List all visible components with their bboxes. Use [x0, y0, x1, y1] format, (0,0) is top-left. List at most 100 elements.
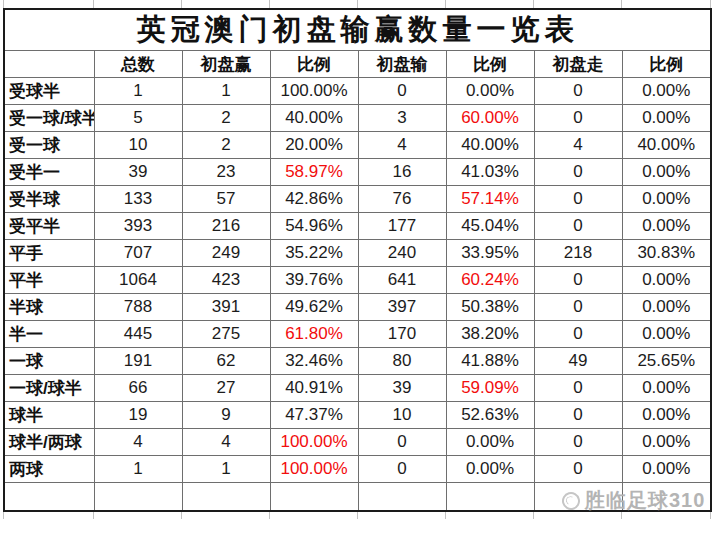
cell-value: 0.00%	[622, 456, 711, 483]
row-label: 受平半	[4, 213, 94, 240]
cell-value: 60.00%	[446, 105, 534, 132]
cell-value: 30.83%	[622, 240, 711, 267]
table-row: 半一 445 275 61.80% 170 38.20% 0 0.00%	[4, 321, 711, 348]
table-row: 球半/两球 4 4 100.00% 0 0.00% 0 0.00%	[4, 429, 711, 456]
cell-value: 0.00%	[622, 429, 711, 456]
cell-value: 61.80%	[270, 321, 358, 348]
cell-value: 33.95%	[446, 240, 534, 267]
cell-value: 100.00%	[270, 456, 358, 483]
gridline-tick	[533, 0, 534, 8]
cell-value: 10	[94, 132, 182, 159]
cell-value: 76	[358, 186, 446, 213]
cell-value: 0	[358, 429, 446, 456]
cell-value: 27	[182, 375, 270, 402]
cell-value: 0	[534, 213, 622, 240]
cell-value: 0.00%	[622, 402, 711, 429]
gridline-tick	[357, 0, 358, 8]
cell-value: 0.00%	[622, 105, 711, 132]
football-logo-icon	[560, 489, 582, 511]
cell-value: 49	[534, 348, 622, 375]
cell-value: 1	[94, 78, 182, 105]
cell-value: 0.00%	[622, 294, 711, 321]
cell-value: 240	[358, 240, 446, 267]
gridline-tick	[621, 512, 622, 519]
cell-value: 41.88%	[446, 348, 534, 375]
column-header-total: 总数	[94, 51, 182, 78]
column-header-push-ratio: 比例	[622, 51, 711, 78]
cell-value: 1	[94, 456, 182, 483]
cell-value: 57.14%	[446, 186, 534, 213]
gridline-tick	[3, 512, 4, 519]
table-row: 球半 19 9 47.37% 10 52.63% 0 0.00%	[4, 402, 711, 429]
gridline-tick	[445, 512, 446, 519]
column-header-open-lose: 初盘输	[358, 51, 446, 78]
cell-value: 60.24%	[446, 267, 534, 294]
cell-value: 4	[358, 132, 446, 159]
row-label: 一球/球半	[4, 375, 94, 402]
cell-value: 0.00%	[622, 186, 711, 213]
cell-value: 40.00%	[446, 132, 534, 159]
cell-value: 0	[534, 456, 622, 483]
cell-value: 100.00%	[270, 429, 358, 456]
row-label: 球半/两球	[4, 429, 94, 456]
cell-value: 39	[94, 159, 182, 186]
table-row: 受一球 10 2 20.00% 4 40.00% 4 40.00%	[4, 132, 711, 159]
cell-value: 40.00%	[622, 132, 711, 159]
cell-value: 0	[534, 429, 622, 456]
cell-value: 58.97%	[270, 159, 358, 186]
cell-value	[358, 483, 446, 512]
gridline-tick	[269, 512, 270, 519]
cell-value: 5	[94, 105, 182, 132]
cell-value: 52.63%	[446, 402, 534, 429]
gridline-tick	[533, 512, 534, 519]
table-row: 受一球/球半 5 2 40.00% 3 60.00% 0 0.00%	[4, 105, 711, 132]
cell-value: 80	[358, 348, 446, 375]
row-label: 两球	[4, 456, 94, 483]
column-header-win-ratio: 比例	[270, 51, 358, 78]
gridline-tick	[710, 512, 711, 519]
cell-value: 9	[182, 402, 270, 429]
cell-value: 0	[534, 78, 622, 105]
cell-value: 57	[182, 186, 270, 213]
cell-value: 0.00%	[622, 375, 711, 402]
watermark-text: 胜临足球310	[585, 487, 705, 514]
cell-value: 25.65%	[622, 348, 711, 375]
row-label: 受一球	[4, 132, 94, 159]
cell-value: 54.96%	[270, 213, 358, 240]
table-row: 受半球 133 57 42.86% 76 57.14% 0 0.00%	[4, 186, 711, 213]
cell-value: 10	[358, 402, 446, 429]
cell-value: 0	[534, 321, 622, 348]
cell-value: 0.00%	[622, 78, 711, 105]
odds-table: 英冠澳门初盘输赢数量一览表 总数 初盘赢 比例 初盘输 比例 初盘走 比例 受球…	[3, 8, 712, 512]
table-row: 一球/球半 66 27 40.91% 39 59.09% 0 0.00%	[4, 375, 711, 402]
cell-value: 0	[534, 159, 622, 186]
title-row: 英冠澳门初盘输赢数量一览表	[4, 9, 711, 51]
gridline-tick	[357, 512, 358, 519]
cell-value: 62	[182, 348, 270, 375]
cell-value: 170	[358, 321, 446, 348]
cell-value: 275	[182, 321, 270, 348]
column-header-open-push: 初盘走	[534, 51, 622, 78]
column-header-lose-ratio: 比例	[446, 51, 534, 78]
gridline-tick	[445, 0, 446, 8]
gridline-tick	[93, 512, 94, 519]
header-row: 总数 初盘赢 比例 初盘输 比例 初盘走 比例	[4, 51, 711, 78]
cell-value: 216	[182, 213, 270, 240]
cell-value: 19	[94, 402, 182, 429]
cell-value: 32.46%	[270, 348, 358, 375]
gridline-tick	[621, 0, 622, 8]
column-header-blank	[4, 51, 94, 78]
table-row: 受半一 39 23 58.97% 16 41.03% 0 0.00%	[4, 159, 711, 186]
cell-value: 4	[182, 429, 270, 456]
row-label: 一球	[4, 348, 94, 375]
row-label: 半球	[4, 294, 94, 321]
cell-value: 393	[94, 213, 182, 240]
cell-value: 191	[94, 348, 182, 375]
cell-value: 23	[182, 159, 270, 186]
gridline-tick	[710, 0, 711, 8]
table-row: 平手 707 249 35.22% 240 33.95% 218 30.83%	[4, 240, 711, 267]
row-label: 受半一	[4, 159, 94, 186]
cell-value: 0	[534, 105, 622, 132]
gridline-tick	[181, 512, 182, 519]
cell-value: 218	[534, 240, 622, 267]
